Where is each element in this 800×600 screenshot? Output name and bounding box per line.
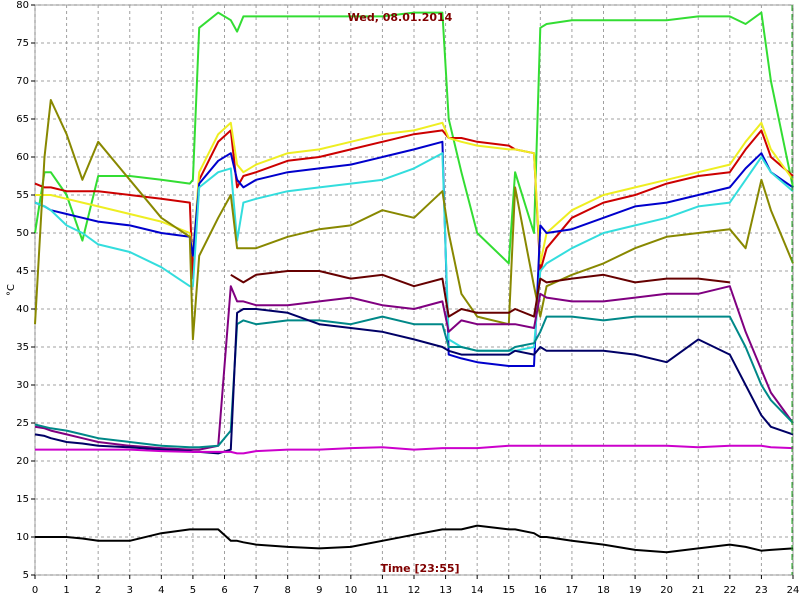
- x-tick-label: 19: [629, 585, 642, 596]
- x-tick-label: 13: [439, 585, 452, 596]
- x-tick-label: 17: [566, 585, 579, 596]
- grid: [34, 4, 794, 576]
- lines: [34, 11, 794, 554]
- series-line: [34, 99, 794, 341]
- x-tick-label: 24: [787, 585, 800, 596]
- y-tick-label: 70: [16, 76, 29, 87]
- y-axis-label: °C: [6, 284, 17, 296]
- x-axis-label: Time [23:55]: [380, 562, 459, 575]
- series-line: [35, 121, 794, 265]
- x-tick-label: 0: [32, 585, 38, 596]
- y-tick-label: 55: [16, 190, 29, 201]
- x-tick-label: 22: [723, 585, 736, 596]
- y-tick-label: 65: [16, 114, 29, 125]
- y-tick-label: 45: [16, 266, 29, 277]
- x-tick-label: 2: [95, 585, 101, 596]
- y-tick-label: 10: [16, 532, 29, 543]
- y-tick-label: 25: [16, 418, 29, 429]
- y-tick-label: 60: [16, 152, 29, 163]
- series-line: [34, 152, 794, 352]
- series-line: [34, 308, 794, 455]
- y-tick-label: 5: [23, 570, 29, 581]
- x-tick-label: 8: [284, 585, 290, 596]
- x-tick-label: 1: [63, 585, 69, 596]
- x-tick-label: 23: [755, 585, 768, 596]
- x-tick-label: 15: [502, 585, 515, 596]
- y-tick-label: 80: [16, 0, 29, 11]
- series-line: [34, 129, 794, 280]
- x-tick-label: 18: [597, 585, 610, 596]
- x-tick-label: 7: [253, 585, 259, 596]
- series-line: [34, 11, 794, 265]
- y-tick-label: 75: [16, 38, 29, 49]
- x-tick-label: 20: [660, 585, 673, 596]
- y-tick-label: 30: [16, 380, 29, 391]
- x-tick-label: 10: [344, 585, 357, 596]
- series-line: [34, 285, 794, 451]
- x-tick-label: 14: [471, 585, 484, 596]
- x-tick-label: 12: [408, 585, 421, 596]
- y-tick-label: 50: [16, 228, 29, 239]
- x-tick-label: 11: [376, 585, 389, 596]
- series-line: [230, 270, 730, 318]
- series-line: [35, 524, 794, 554]
- x-tick-label: 6: [221, 585, 227, 596]
- chart-title: Wed, 08.01.2014: [348, 11, 453, 24]
- x-tick-label: 16: [534, 585, 547, 596]
- y-tick-label: 20: [16, 456, 29, 467]
- x-tick-label: 9: [316, 585, 322, 596]
- series-line: [34, 140, 794, 367]
- series-line: [34, 315, 794, 449]
- x-tick-label: 3: [127, 585, 133, 596]
- y-tick-label: 40: [16, 304, 29, 315]
- x-tick-label: 4: [158, 585, 164, 596]
- y-tick-label: 15: [16, 494, 29, 505]
- y-tick-label: 35: [16, 342, 29, 353]
- x-tick-label: 5: [190, 585, 196, 596]
- series-line: [35, 444, 794, 455]
- x-tick-label: 21: [692, 585, 705, 596]
